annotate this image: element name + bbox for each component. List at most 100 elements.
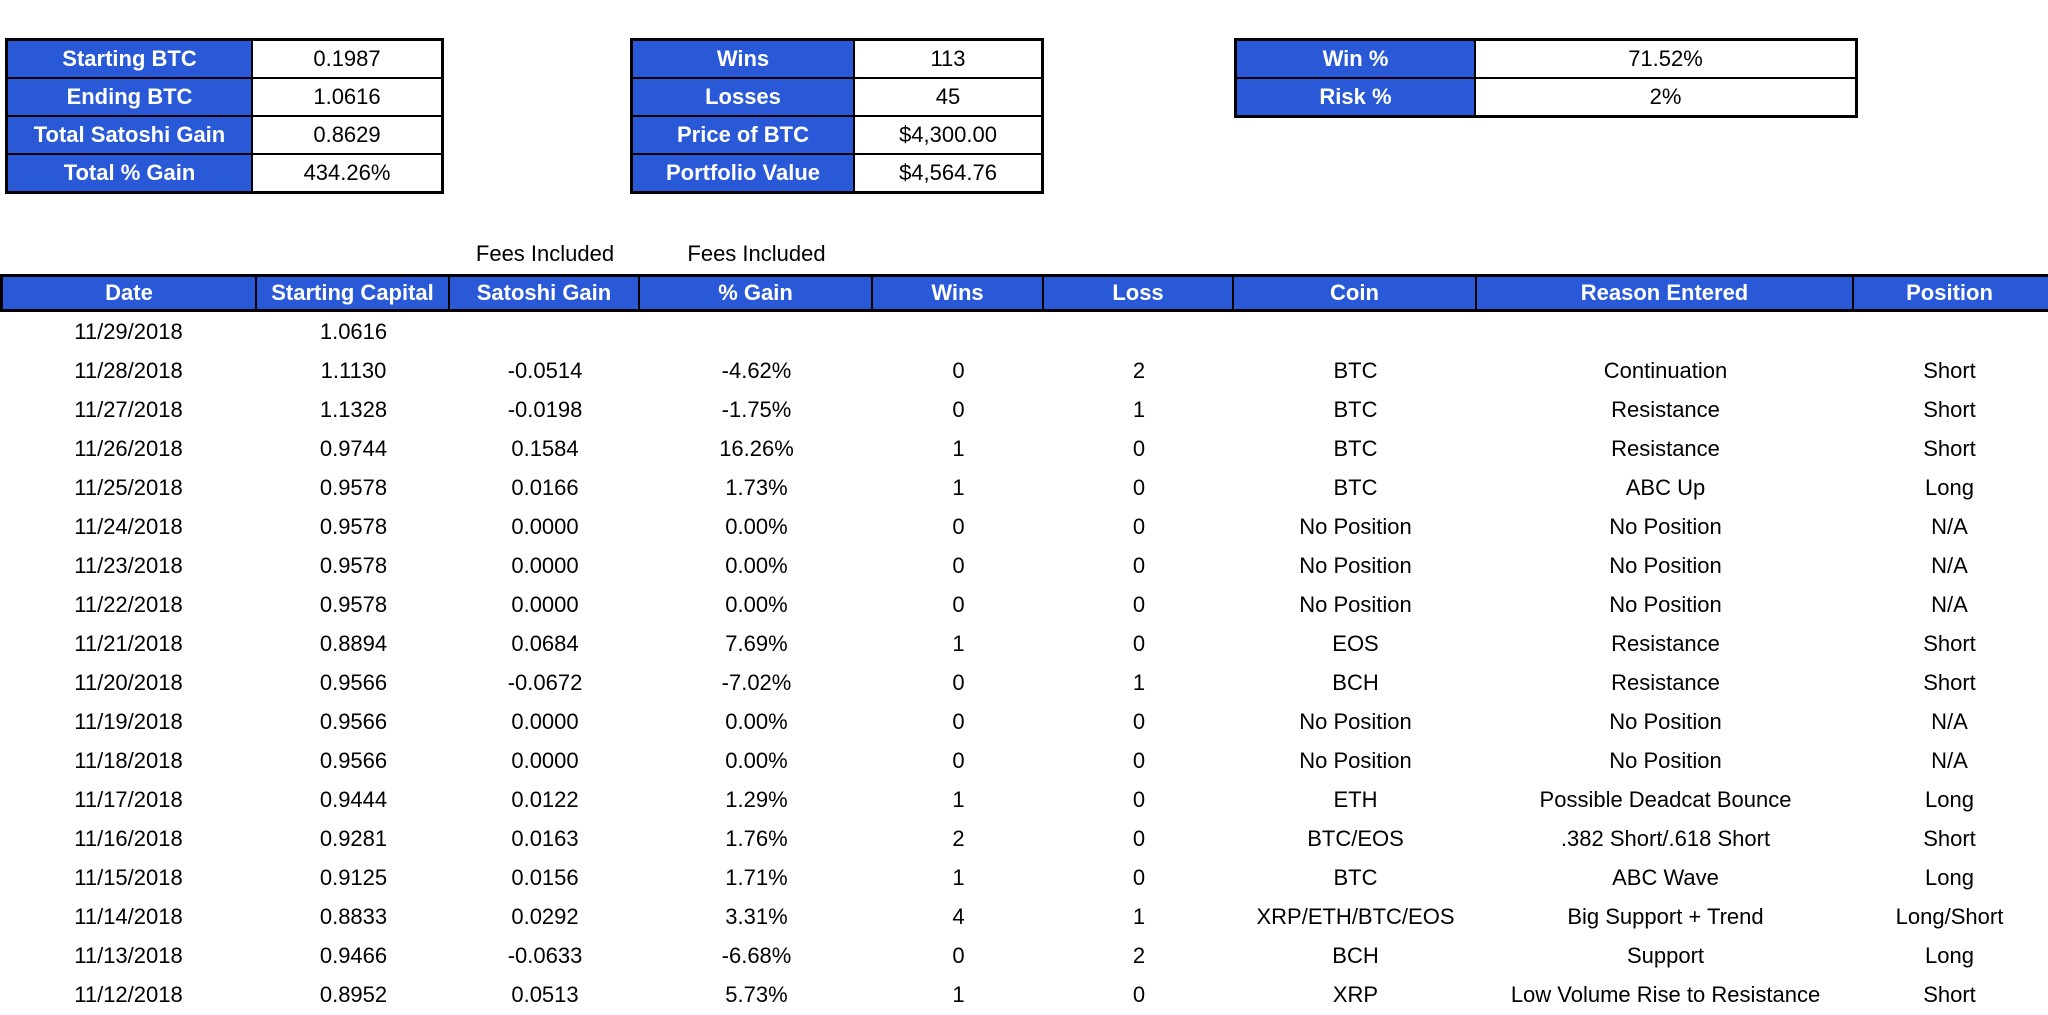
cell-starting-capital[interactable]: 0.9281 — [319, 825, 388, 851]
cell-loss[interactable]: 0 — [1132, 513, 1146, 539]
cell-reason-entered[interactable]: Resistance — [1611, 630, 1720, 656]
cell-loss[interactable]: 0 — [1132, 435, 1146, 461]
cell-wins[interactable]: 4 — [952, 903, 965, 929]
cell-loss[interactable]: 2 — [1132, 942, 1146, 968]
cell-satoshi-gain[interactable]: 0.0000 — [511, 513, 579, 539]
summary-label-cell[interactable]: Price of BTC — [633, 117, 855, 153]
cell-reason-entered[interactable]: .382 Short/.618 Short — [1560, 825, 1771, 851]
cell-coin[interactable]: XRP/ETH/BTC/EOS — [1256, 903, 1455, 929]
cell-satoshi-gain[interactable]: 0.0163 — [511, 825, 579, 851]
cell-wins[interactable]: 0 — [952, 669, 965, 695]
cell-loss[interactable]: 0 — [1132, 552, 1146, 578]
cell-pct-gain[interactable]: -6.68% — [721, 942, 792, 968]
summary-value-cell[interactable]: 2% — [1476, 79, 1855, 115]
cell-loss[interactable]: 0 — [1132, 591, 1146, 617]
cell-date[interactable]: 11/22/2018 — [74, 591, 183, 617]
cell-pct-gain[interactable]: 1.71% — [725, 864, 788, 890]
cell-starting-capital[interactable]: 0.9578 — [319, 552, 388, 578]
cell-coin[interactable]: BTC — [1333, 864, 1378, 890]
cell-loss[interactable]: 0 — [1132, 630, 1146, 656]
cell-loss[interactable]: 1 — [1132, 669, 1146, 695]
cell-date[interactable]: 11/21/2018 — [74, 630, 183, 656]
summary-value-cell[interactable]: 71.52% — [1476, 41, 1855, 77]
cell-loss[interactable]: 0 — [1132, 708, 1146, 734]
cell-satoshi-gain[interactable]: 0.1584 — [511, 435, 579, 461]
cell-satoshi-gain[interactable]: -0.0514 — [507, 357, 583, 383]
cell-position[interactable] — [1854, 312, 2045, 351]
cell-position[interactable]: Short — [1923, 825, 1976, 851]
cell-wins[interactable]: 1 — [952, 786, 965, 812]
cell-position[interactable]: Short — [1923, 981, 1976, 1007]
cell-position[interactable]: N/A — [1931, 552, 1968, 578]
summary-value-cell[interactable]: 0.1987 — [253, 41, 441, 77]
cell-coin[interactable]: BTC/EOS — [1307, 825, 1404, 851]
cell-date[interactable]: 11/15/2018 — [74, 864, 183, 890]
cell-loss[interactable]: 1 — [1132, 903, 1146, 929]
summary-label-cell[interactable]: Portfolio Value — [633, 155, 855, 191]
cell-satoshi-gain[interactable]: -0.0633 — [507, 942, 583, 968]
cell-satoshi-gain[interactable]: 0.0000 — [511, 708, 579, 734]
cell-satoshi-gain[interactable]: 0.0000 — [511, 591, 579, 617]
cell-coin[interactable]: BTC — [1333, 396, 1378, 422]
summary-value-cell[interactable]: $4,300.00 — [855, 117, 1041, 153]
cell-starting-capital[interactable]: 0.8952 — [319, 981, 388, 1007]
cell-reason-entered[interactable]: No Position — [1609, 552, 1722, 578]
cell-starting-capital[interactable]: 1.0616 — [319, 318, 388, 344]
column-header-loss[interactable]: Loss — [1044, 277, 1234, 309]
cell-coin[interactable] — [1234, 312, 1477, 351]
cell-date[interactable]: 11/27/2018 — [74, 396, 183, 422]
cell-position[interactable]: Long — [1925, 942, 1974, 968]
cell-position[interactable]: N/A — [1931, 708, 1968, 734]
cell-pct-gain[interactable]: 0.00% — [725, 708, 788, 734]
cell-satoshi-gain[interactable]: 0.0166 — [511, 474, 579, 500]
summary-value-cell[interactable]: 0.8629 — [253, 117, 441, 153]
cell-wins[interactable]: 1 — [952, 864, 965, 890]
cell-wins[interactable]: 0 — [952, 591, 965, 617]
cell-reason-entered[interactable]: ABC Up — [1625, 474, 1706, 500]
cell-starting-capital[interactable]: 0.9578 — [319, 474, 388, 500]
summary-label-cell[interactable]: Win % — [1237, 41, 1476, 77]
cell-pct-gain[interactable]: 3.31% — [725, 903, 788, 929]
cell-date[interactable]: 11/20/2018 — [74, 669, 183, 695]
cell-coin[interactable]: No Position — [1299, 552, 1412, 578]
column-header-reason-entered[interactable]: Reason Entered — [1477, 277, 1854, 309]
cell-starting-capital[interactable]: 0.8894 — [319, 630, 388, 656]
cell-satoshi-gain[interactable]: 0.0156 — [511, 864, 579, 890]
cell-reason-entered[interactable]: Resistance — [1611, 669, 1720, 695]
column-header-satoshi-gain[interactable]: Satoshi Gain — [450, 277, 640, 309]
cell-wins[interactable]: 1 — [952, 630, 965, 656]
cell-pct-gain[interactable]: 1.76% — [725, 825, 788, 851]
cell-date[interactable]: 11/26/2018 — [74, 435, 183, 461]
cell-coin[interactable]: No Position — [1299, 591, 1412, 617]
cell-satoshi-gain[interactable]: 0.0122 — [511, 786, 579, 812]
cell-reason-entered[interactable]: Support — [1626, 942, 1705, 968]
cell-loss[interactable]: 0 — [1132, 825, 1146, 851]
cell-position[interactable]: Short — [1923, 630, 1976, 656]
cell-loss[interactable]: 0 — [1132, 474, 1146, 500]
cell-pct-gain[interactable] — [640, 312, 873, 351]
cell-position[interactable]: N/A — [1931, 513, 1968, 539]
cell-date[interactable]: 11/17/2018 — [74, 786, 183, 812]
cell-date[interactable]: 11/12/2018 — [74, 981, 183, 1007]
cell-date[interactable]: 11/24/2018 — [74, 513, 183, 539]
cell-date[interactable]: 11/18/2018 — [74, 747, 183, 773]
cell-pct-gain[interactable]: 0.00% — [725, 591, 788, 617]
cell-starting-capital[interactable]: 0.9444 — [319, 786, 388, 812]
cell-coin[interactable]: EOS — [1332, 630, 1379, 656]
column-header-pct-gain[interactable]: % Gain — [640, 277, 873, 309]
cell-wins[interactable]: 0 — [952, 513, 965, 539]
cell-satoshi-gain[interactable]: 0.0292 — [511, 903, 579, 929]
cell-loss[interactable]: 0 — [1132, 864, 1146, 890]
cell-reason-entered[interactable]: Big Support + Trend — [1567, 903, 1764, 929]
summary-value-cell[interactable]: 434.26% — [253, 155, 441, 191]
summary-label-cell[interactable]: Losses — [633, 79, 855, 115]
cell-wins[interactable]: 1 — [952, 474, 965, 500]
cell-coin[interactable]: No Position — [1299, 513, 1412, 539]
cell-coin[interactable]: No Position — [1299, 747, 1412, 773]
cell-position[interactable]: Long/Short — [1895, 903, 2004, 929]
cell-satoshi-gain[interactable]: 0.0513 — [511, 981, 579, 1007]
cell-loss[interactable]: 0 — [1132, 747, 1146, 773]
summary-value-cell[interactable]: 45 — [855, 79, 1041, 115]
cell-coin[interactable]: BTC — [1333, 357, 1378, 383]
cell-satoshi-gain[interactable]: -0.0198 — [507, 396, 583, 422]
